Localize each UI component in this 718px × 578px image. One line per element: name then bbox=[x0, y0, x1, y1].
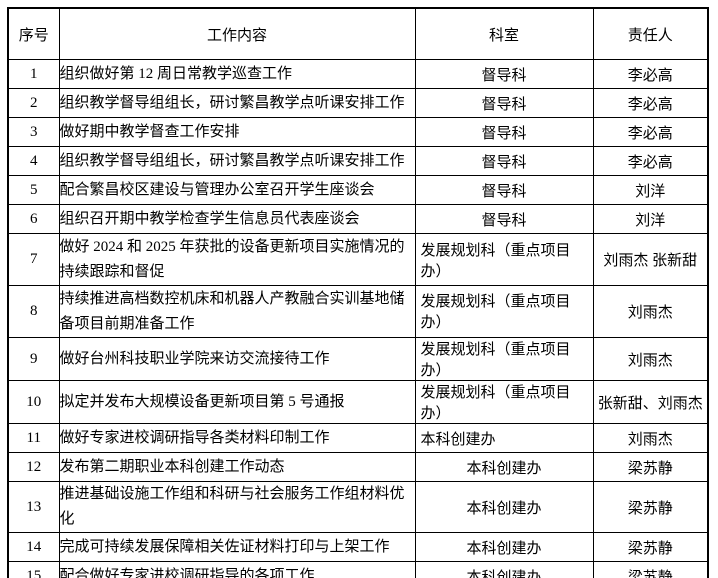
row-index-cell: 7 bbox=[7, 233, 60, 286]
header-cell-content: 工作内容 bbox=[58, 7, 416, 60]
work-content-cell: 做好台州科技职业学院来访交流接待工作 bbox=[58, 337, 416, 381]
owner-cell: 刘雨杰 张新甜 bbox=[592, 233, 709, 286]
header-row: 序号 工作内容 科室 责任人 bbox=[7, 7, 709, 60]
row-index-cell: 12 bbox=[7, 452, 60, 482]
owner-cell: 刘雨杰 bbox=[592, 423, 709, 453]
work-content-cell: 推进基础设施工作组和科研与社会服务工作组材料优化 bbox=[58, 481, 416, 533]
work-content-cell: 组织做好第 12 周日常教学巡查工作 bbox=[58, 59, 416, 89]
header-cell-owner: 责任人 bbox=[592, 7, 709, 60]
table-row: 12 发布第二期职业本科创建工作动态 本科创建办 梁苏静 bbox=[7, 452, 709, 482]
table-row: 9 做好台州科技职业学院来访交流接待工作 发展规划科（重点项目办） 刘雨杰 bbox=[7, 337, 709, 381]
table-row: 5 配合繁昌校区建设与管理办公室召开学生座谈会 督导科 刘洋 bbox=[7, 175, 709, 205]
department-cell: 本科创建办 bbox=[414, 561, 594, 578]
row-index-cell: 13 bbox=[7, 481, 60, 533]
row-index-cell: 15 bbox=[7, 561, 60, 578]
row-index-cell: 10 bbox=[7, 380, 60, 424]
department-cell: 发展规划科（重点项目办） bbox=[414, 380, 594, 424]
department-cell: 督导科 bbox=[414, 59, 594, 89]
department-cell: 本科创建办 bbox=[414, 532, 594, 562]
table-row: 14 完成可持续发展保障相关佐证材料打印与上架工作 本科创建办 梁苏静 bbox=[7, 532, 709, 562]
department-cell: 督导科 bbox=[414, 175, 594, 205]
department-cell: 发展规划科（重点项目办） bbox=[414, 337, 594, 381]
owner-cell: 张新甜、刘雨杰 bbox=[592, 380, 709, 424]
table-row: 15 配合做好专家进校调研指导的各项工作 本科创建办 梁苏静 bbox=[7, 561, 709, 578]
table-body: 1 组织做好第 12 周日常教学巡查工作 督导科 李必高 2 组织教学督导组组长，研讨繁昌… bbox=[7, 59, 709, 578]
work-content-cell: 配合做好专家进校调研指导的各项工作 bbox=[58, 561, 416, 578]
table-row: 13 推进基础设施工作组和科研与社会服务工作组材料优化 本科创建办 梁苏静 bbox=[7, 481, 709, 533]
row-index-cell: 4 bbox=[7, 146, 60, 176]
row-index-cell: 2 bbox=[7, 88, 60, 118]
work-content-cell: 组织召开期中教学检查学生信息员代表座谈会 bbox=[58, 204, 416, 234]
header-cell-department: 科室 bbox=[414, 7, 594, 60]
table-row: 11 做好专家进校调研指导各类材料印制工作 本科创建办 刘雨杰 bbox=[7, 423, 709, 453]
work-content-cell: 组织教学督导组组长，研讨繁昌教学点听课安排工作 bbox=[58, 88, 416, 118]
table-row: 4 组织教学督导组组长，研讨繁昌教学点听课安排工作 督导科 李必高 bbox=[7, 146, 709, 176]
row-index-cell: 14 bbox=[7, 532, 60, 562]
header-cell-index: 序号 bbox=[7, 7, 60, 60]
work-content-cell: 做好期中教学督查工作安排 bbox=[58, 117, 416, 147]
owner-cell: 梁苏静 bbox=[592, 452, 709, 482]
table-row: 2 组织教学督导组组长，研讨繁昌教学点听课安排工作 督导科 李必高 bbox=[7, 88, 709, 118]
department-cell: 本科创建办 bbox=[414, 423, 594, 453]
work-content-cell: 持续推进高档数控机床和机器人产教融合实训基地储备项目前期准备工作 bbox=[58, 285, 416, 338]
work-content-cell: 做好 2024 和 2025 年获批的设备更新项目实施情况的持续跟踪和督促 bbox=[58, 233, 416, 286]
department-cell: 本科创建办 bbox=[414, 452, 594, 482]
department-cell: 督导科 bbox=[414, 204, 594, 234]
table-row: 10 拟定并发布大规模设备更新项目第 5 号通报 发展规划科（重点项目办） 张新甜、刘… bbox=[7, 380, 709, 424]
department-cell: 发展规划科（重点项目办） bbox=[414, 285, 594, 338]
department-cell: 督导科 bbox=[414, 146, 594, 176]
department-cell: 督导科 bbox=[414, 88, 594, 118]
owner-cell: 李必高 bbox=[592, 88, 709, 118]
row-index-cell: 1 bbox=[7, 59, 60, 89]
owner-cell: 刘雨杰 bbox=[592, 337, 709, 381]
work-content-cell: 做好专家进校调研指导各类材料印制工作 bbox=[58, 423, 416, 453]
owner-cell: 刘雨杰 bbox=[592, 285, 709, 338]
owner-cell: 李必高 bbox=[592, 117, 709, 147]
department-cell: 发展规划科（重点项目办） bbox=[414, 233, 594, 286]
row-index-cell: 9 bbox=[7, 337, 60, 381]
work-content-cell: 配合繁昌校区建设与管理办公室召开学生座谈会 bbox=[58, 175, 416, 205]
row-index-cell: 3 bbox=[7, 117, 60, 147]
work-schedule-table: 序号 工作内容 科室 责任人 1 组织做好第 12 周日常教学巡查工作 督导科 李必高… bbox=[7, 7, 709, 578]
table-row: 1 组织做好第 12 周日常教学巡查工作 督导科 李必高 bbox=[7, 59, 709, 89]
row-index-cell: 8 bbox=[7, 285, 60, 338]
table-row: 8 持续推进高档数控机床和机器人产教融合实训基地储备项目前期准备工作 发展规划科（重… bbox=[7, 285, 709, 338]
department-cell: 本科创建办 bbox=[414, 481, 594, 533]
row-index-cell: 11 bbox=[7, 423, 60, 453]
work-content-cell: 完成可持续发展保障相关佐证材料打印与上架工作 bbox=[58, 532, 416, 562]
owner-cell: 刘洋 bbox=[592, 204, 709, 234]
table-row: 7 做好 2024 和 2025 年获批的设备更新项目实施情况的持续跟踪和督促 发展… bbox=[7, 233, 709, 286]
department-cell: 督导科 bbox=[414, 117, 594, 147]
owner-cell: 梁苏静 bbox=[592, 561, 709, 578]
owner-cell: 梁苏静 bbox=[592, 532, 709, 562]
row-index-cell: 5 bbox=[7, 175, 60, 205]
work-content-cell: 组织教学督导组组长，研讨繁昌教学点听课安排工作 bbox=[58, 146, 416, 176]
table-row: 3 做好期中教学督查工作安排 督导科 李必高 bbox=[7, 117, 709, 147]
owner-cell: 李必高 bbox=[592, 146, 709, 176]
work-content-cell: 发布第二期职业本科创建工作动态 bbox=[58, 452, 416, 482]
work-content-cell: 拟定并发布大规模设备更新项目第 5 号通报 bbox=[58, 380, 416, 424]
owner-cell: 刘洋 bbox=[592, 175, 709, 205]
table-row: 6 组织召开期中教学检查学生信息员代表座谈会 督导科 刘洋 bbox=[7, 204, 709, 234]
table-header: 序号 工作内容 科室 责任人 bbox=[7, 7, 709, 60]
owner-cell: 梁苏静 bbox=[592, 481, 709, 533]
row-index-cell: 6 bbox=[7, 204, 60, 234]
owner-cell: 李必高 bbox=[592, 59, 709, 89]
